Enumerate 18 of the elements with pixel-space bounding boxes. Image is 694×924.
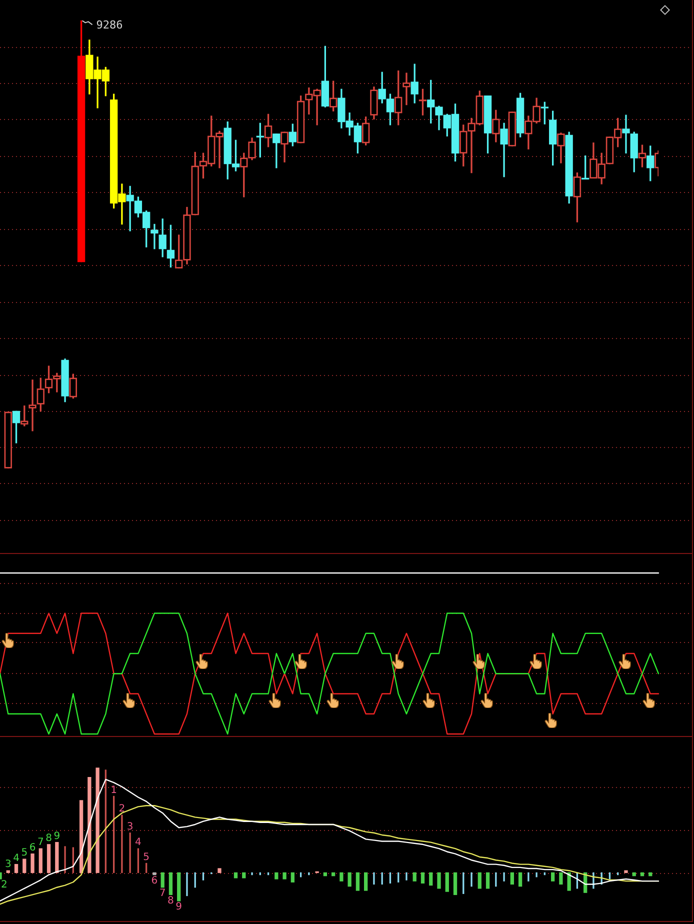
annotation: 9 — [54, 830, 60, 842]
annotation: 3 — [4, 859, 12, 870]
annotation: 1 — [110, 784, 117, 796]
annotation: 5 — [143, 852, 150, 863]
annotation: 9 — [176, 902, 182, 913]
annotation: 9286 — [96, 18, 123, 32]
annotation: 3 — [126, 821, 134, 832]
annotation: 2 — [0, 880, 8, 891]
annotation: 8 — [46, 832, 52, 844]
annotation: 8 — [168, 895, 174, 906]
annotation: 6 — [29, 842, 36, 854]
annotation: 5 — [21, 848, 28, 859]
annotation: 7 — [159, 888, 166, 899]
annotation: 4 — [135, 837, 142, 848]
annotation: 7 — [37, 837, 44, 848]
annotation: 2 — [118, 804, 126, 815]
annotation: 6 — [151, 875, 158, 886]
annotation: 4 — [13, 852, 20, 864]
